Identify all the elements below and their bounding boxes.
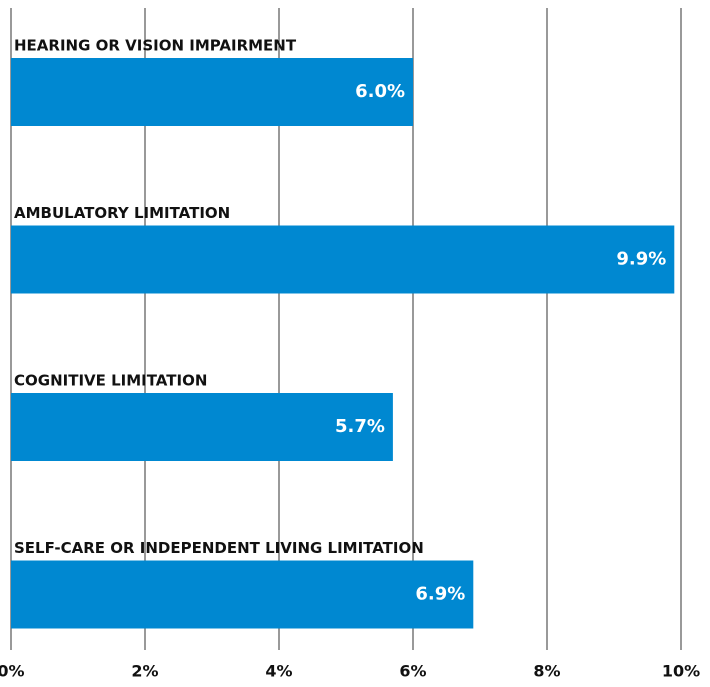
bar bbox=[11, 560, 474, 629]
bar bbox=[11, 393, 393, 461]
x-tick-label: 0% bbox=[0, 662, 25, 681]
x-tick-label: 10% bbox=[662, 662, 700, 681]
x-tick-label: 2% bbox=[131, 662, 158, 681]
x-tick-label: 4% bbox=[265, 662, 292, 681]
value-label: 6.0% bbox=[355, 81, 405, 102]
bar bbox=[11, 225, 675, 294]
value-label: 5.7% bbox=[335, 416, 385, 437]
value-label: 6.9% bbox=[415, 584, 465, 605]
x-tick-label: 8% bbox=[533, 662, 560, 681]
category-label: AMBULATORY LIMITATION bbox=[14, 204, 230, 222]
bar bbox=[11, 58, 413, 126]
category-label: HEARING OR VISION IMPAIRMENT bbox=[14, 37, 297, 55]
category-label: COGNITIVE LIMITATION bbox=[14, 372, 207, 390]
x-tick-label: 6% bbox=[399, 662, 426, 681]
category-label: SELF-CARE OR INDEPENDENT LIVING LIMITATI… bbox=[14, 539, 424, 557]
value-label: 9.9% bbox=[616, 249, 666, 270]
